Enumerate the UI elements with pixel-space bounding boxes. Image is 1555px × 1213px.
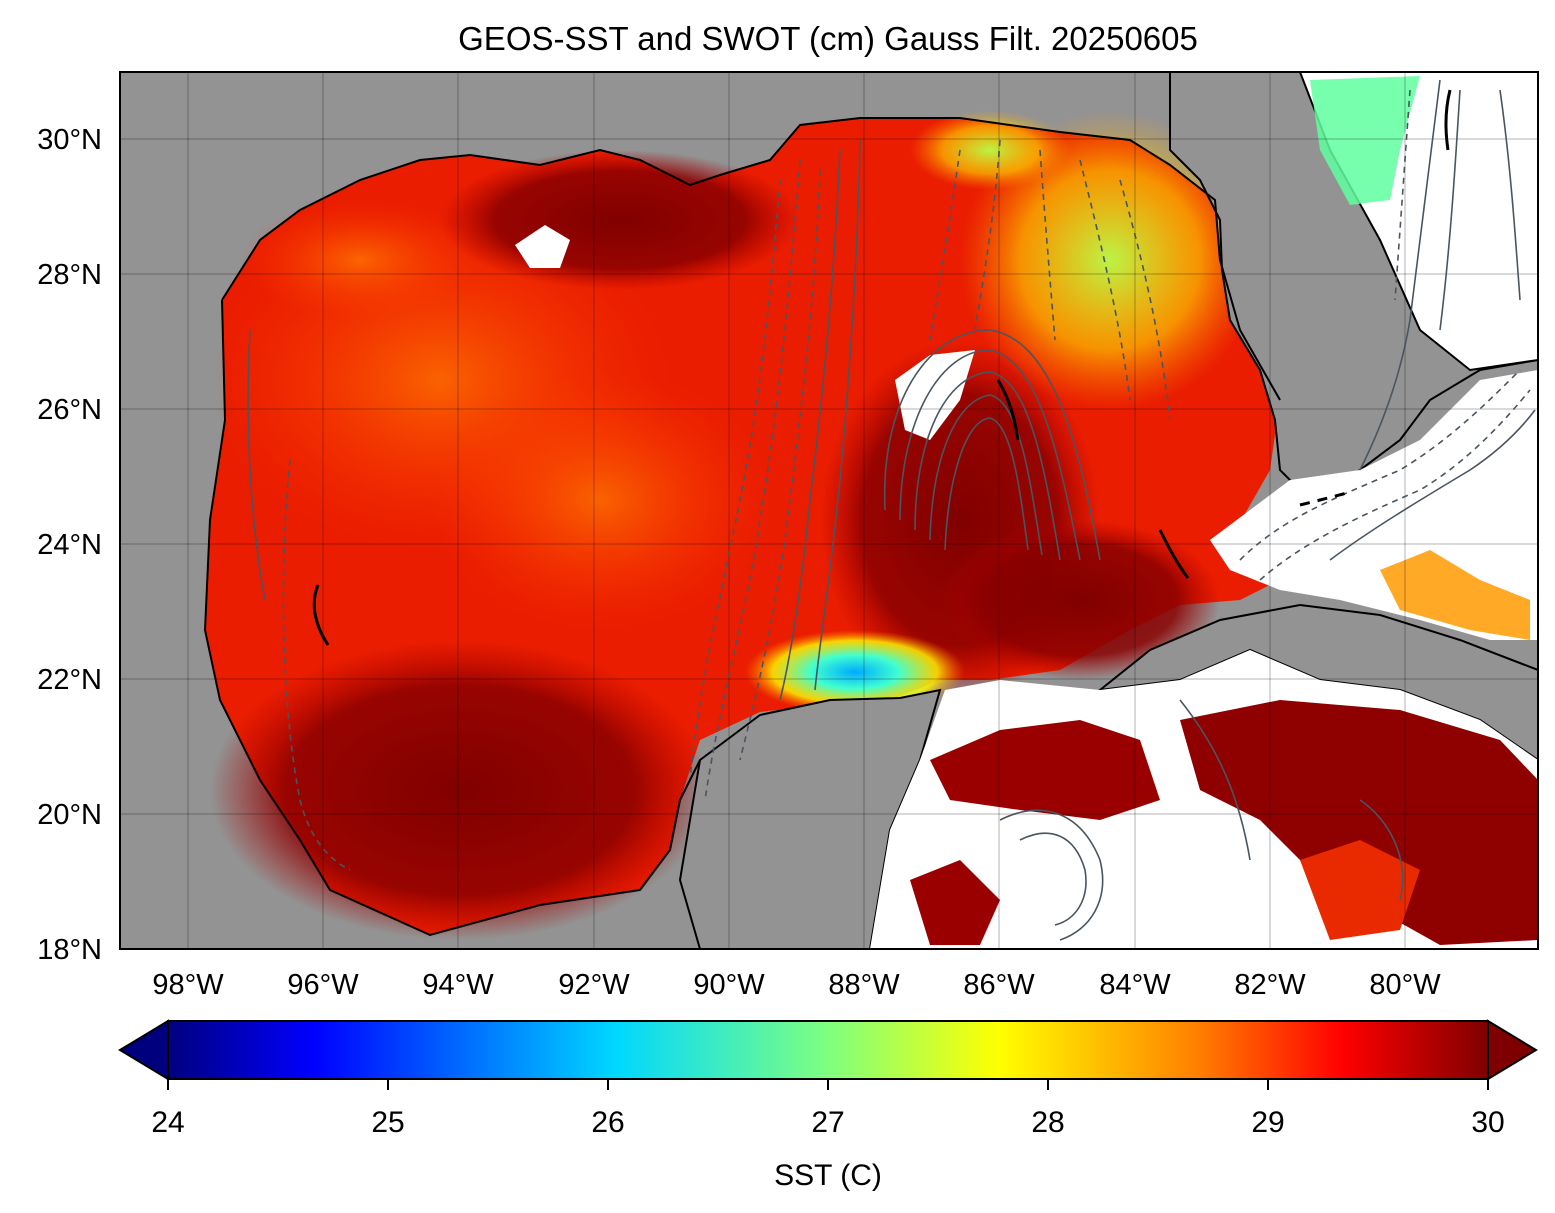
ssh-contour-atlantic <box>1444 89 1452 151</box>
colorbar: 24 25 26 27 28 29 30 SST (C) <box>118 1019 1538 1192</box>
colorbar-ticks <box>167 1079 1489 1090</box>
sst-feature-cool-shelf <box>910 110 1070 190</box>
lat-tick-label: 30°N <box>37 124 102 156</box>
ssh-contour-southeast <box>1158 529 1190 579</box>
colorbar-tick-labels: 24 25 26 27 28 29 30 <box>151 1106 1504 1139</box>
sst-feature-orange-north <box>240 200 480 320</box>
contour-west-2 <box>247 329 266 601</box>
contour-caribbean-1 <box>999 809 1104 941</box>
lon-tick-label: 80°W <box>1369 969 1441 1001</box>
atlantic-sst-patch <box>1310 76 1420 205</box>
colorbar-tick-label: 24 <box>151 1106 184 1139</box>
contour-east-5 <box>1039 149 1056 341</box>
contour-strait-1 <box>1239 369 1521 561</box>
sst-feature-cyan-yucatan <box>745 630 965 714</box>
contour-east-3 <box>929 149 961 341</box>
contour-caribbean-2 <box>1019 832 1087 926</box>
lat-tick-label: 18°N <box>37 934 102 966</box>
mexico-coastline <box>203 299 701 937</box>
ssh-contour-loop-current <box>996 379 1020 441</box>
contour-loop-4 <box>883 329 1101 561</box>
lat-tick-label: 26°N <box>37 394 102 426</box>
contour-atlantic-3 <box>1499 89 1521 301</box>
map-gridlines <box>120 72 1538 949</box>
lat-tick-label: 22°N <box>37 664 102 696</box>
lon-tick-label: 92°W <box>558 969 630 1001</box>
caribbean-sst-patch-d <box>910 860 1000 945</box>
contour-atlantic-4 <box>1394 89 1411 301</box>
contour-east-4 <box>974 139 1001 331</box>
contour-east-2 <box>1119 179 1171 421</box>
contour-dashed-3 <box>739 169 821 761</box>
lon-tick-label: 90°W <box>693 969 765 1001</box>
sst-feature-dark-southeast <box>940 520 1220 680</box>
contour-east-1 <box>1079 159 1131 401</box>
colorbar-tick-label: 29 <box>1251 1106 1284 1139</box>
lon-tick-label: 94°W <box>422 969 494 1001</box>
ssh-high-contours <box>312 89 1452 646</box>
longitude-axis: 98°W 96°W 94°W 92°W 90°W 88°W 86°W 84°W … <box>152 969 1441 1001</box>
contour-strait-2 <box>1259 389 1531 581</box>
lat-tick-label: 28°N <box>37 259 102 291</box>
contour-solid-2 <box>814 139 861 691</box>
contour-caribbean-3 <box>1179 699 1251 861</box>
gulf-coastline <box>221 117 1281 401</box>
contour-dashed-2 <box>704 159 801 801</box>
ssh-contour-west-eddy <box>312 584 330 646</box>
ssh-contour-strait <box>1299 490 1351 507</box>
lon-tick-label: 82°W <box>1234 969 1306 1001</box>
latitude-axis: 18°N 20°N 22°N 24°N 26°N 28°N 30°N <box>37 124 102 966</box>
chart-title: GEOS-SST and SWOT (cm) Gauss Filt. 20250… <box>458 20 1198 57</box>
map-panel <box>120 72 1538 949</box>
contour-dashed-1 <box>689 179 781 781</box>
contour-loop-1 <box>899 349 1081 561</box>
lon-tick-label: 84°W <box>1099 969 1171 1001</box>
lon-tick-label: 98°W <box>152 969 224 1001</box>
colorbar-tick-label: 27 <box>811 1106 844 1139</box>
contour-atlantic-1 <box>1359 79 1441 471</box>
yucatan-land <box>678 688 942 949</box>
colorbar-tick-label: 30 <box>1471 1106 1504 1139</box>
no-data-patch-loop <box>895 350 975 440</box>
colorbar-label: SST (C) <box>774 1159 882 1192</box>
no-data-patch-north <box>515 225 570 268</box>
colorbar-tick-label: 28 <box>1031 1106 1064 1139</box>
colorbar-extend-low <box>118 1019 169 1081</box>
contour-atlantic-2 <box>1439 89 1461 331</box>
map-frame <box>119 71 1539 950</box>
colorbar-tick-label: 26 <box>591 1106 624 1139</box>
contour-loop-5 <box>944 417 1029 551</box>
sst-feature-dark-north <box>440 150 800 290</box>
contour-loop-3 <box>929 394 1043 556</box>
contour-solid-1 <box>779 149 841 701</box>
contour-west-1 <box>282 459 351 871</box>
colorbar-tick-label: 25 <box>371 1106 404 1139</box>
caribbean-sst-patch-b <box>1180 700 1538 945</box>
lon-tick-label: 88°W <box>828 969 900 1001</box>
contour-loop-2 <box>914 371 1061 561</box>
sst-feature-dark-southwest <box>210 640 710 940</box>
lon-tick-label: 86°W <box>963 969 1035 1001</box>
sst-feature-cool-northeast <box>960 110 1260 410</box>
colorbar-extend-high <box>1487 1019 1538 1081</box>
straits-sst-patch <box>1380 550 1530 640</box>
colorbar-gradient <box>167 1020 1489 1080</box>
swot-contours <box>247 79 1536 941</box>
lon-tick-label: 96°W <box>287 969 359 1001</box>
sst-feature-orange-center <box>430 370 770 630</box>
contour-caribbean-4 <box>1359 799 1404 901</box>
caribbean-sst-patch-a <box>930 720 1160 820</box>
lat-tick-label: 20°N <box>37 799 102 831</box>
caribbean-sst-patch-c <box>1300 840 1420 940</box>
lat-tick-label: 24°N <box>37 529 102 561</box>
contour-strait-3 <box>1329 409 1536 561</box>
